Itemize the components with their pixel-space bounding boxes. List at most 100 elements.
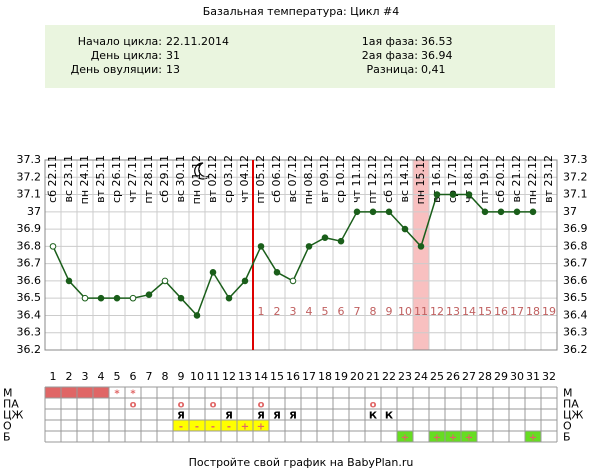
date-label: пт 19.12: [478, 155, 491, 204]
temperature-point: [225, 294, 233, 302]
x-tick-label: 10: [190, 370, 204, 383]
x-tick-label: 32: [542, 370, 556, 383]
date-label: пн 15.12: [414, 155, 427, 204]
table-mark: Я: [257, 411, 265, 422]
x-tick-label: 29: [494, 370, 508, 383]
table-mark: +: [433, 433, 441, 444]
y2-tick-label: 37: [563, 205, 577, 218]
date-label: сб 22.11: [46, 155, 59, 203]
temperature-point: [305, 243, 313, 250]
table-mark: К: [385, 411, 394, 422]
date-label: пт 12.12: [366, 155, 379, 204]
table-mark: o: [178, 400, 185, 411]
x-tick-label: 22: [382, 370, 396, 383]
temperature-point: [129, 294, 137, 302]
luteal-day: 19: [542, 305, 556, 318]
table-mark: o: [210, 400, 217, 411]
table-mark: К: [369, 411, 378, 422]
table-mark: -: [179, 422, 183, 433]
temperature-point: [273, 268, 281, 276]
table-mark: Я: [177, 411, 185, 422]
y2-tick-label: 36.7: [563, 257, 588, 270]
date-label: сб 20.12: [494, 155, 507, 203]
table-cell-fill: [461, 431, 477, 442]
table-mark: Я: [289, 411, 297, 422]
temperature-point: [337, 237, 345, 245]
date-label: ср 17.12: [446, 155, 459, 203]
luteal-day: 3: [290, 305, 297, 318]
date-label: пн 24.11: [78, 155, 91, 204]
table-cell-fill: [253, 420, 269, 431]
temperature-point: [241, 277, 249, 285]
date-label: вт 02.12: [206, 155, 219, 203]
y2-tick-label: 36.8: [563, 239, 588, 252]
row-label: Б: [3, 431, 11, 444]
phase-value: 36.53: [421, 35, 453, 48]
x-tick-label: 24: [414, 370, 428, 383]
table-mark: -: [211, 422, 215, 433]
date-label: вт 23.12: [542, 155, 555, 203]
temperature-point: [161, 277, 169, 285]
luteal-day: 9: [386, 305, 393, 318]
table-cell-fill: [173, 420, 189, 431]
x-tick-label: 7: [146, 370, 153, 383]
x-tick-label: 30: [510, 370, 524, 383]
info-value: 22.11.2014: [166, 35, 229, 48]
x-tick-label: 4: [98, 370, 105, 383]
y-tick-label: 37.2: [17, 170, 42, 183]
phase-label: 2ая фаза:: [362, 49, 418, 62]
table-cell-fill: [525, 431, 541, 442]
info-label: День овуляции:: [71, 63, 162, 76]
luteal-day: 2: [274, 305, 281, 318]
x-tick-label: 18: [318, 370, 332, 383]
y2-tick-label: 36.4: [563, 308, 588, 321]
row-label-right: ЦЖ: [563, 409, 584, 422]
luteal-day: 8: [370, 305, 377, 318]
table-mark: *: [114, 389, 120, 400]
temperature-point: [513, 208, 521, 216]
date-label: ср 10.12: [334, 155, 347, 203]
x-tick-label: 5: [114, 370, 121, 383]
date-label: пт 05.12: [254, 155, 267, 204]
x-tick-label: 6: [130, 370, 137, 383]
x-tick-label: 17: [302, 370, 316, 383]
row-label: ЦЖ: [3, 409, 24, 422]
date-label: ср 03.12: [222, 155, 235, 203]
table-mark: +: [449, 433, 457, 444]
temperature-point: [481, 208, 489, 216]
plot-border: [44, 159, 558, 351]
y2-tick-label: 37.3: [563, 153, 588, 166]
x-tick-label: 28: [478, 370, 492, 383]
temperature-point: [529, 208, 537, 216]
y-tick-label: 36.2: [17, 343, 42, 356]
y-tick-label: 36.8: [17, 239, 42, 252]
table-cell-fill: [77, 387, 93, 398]
x-tick-label: 14: [254, 370, 268, 383]
y-tick-label: 36.5: [17, 291, 42, 304]
x-tick-label: 12: [222, 370, 236, 383]
date-label: вс 23.11: [62, 155, 75, 203]
date-label: пн 01.12: [190, 155, 203, 204]
info-value: 13: [166, 63, 180, 76]
temperature-point: [113, 294, 121, 302]
temperature-point: [321, 234, 329, 242]
date-label: чт 11.12: [350, 155, 363, 203]
x-tick-label: 27: [462, 370, 476, 383]
luteal-day: 17: [510, 305, 524, 318]
x-tick-label: 3: [82, 370, 89, 383]
y-tick-label: 36.7: [17, 257, 42, 270]
date-label: пн 08.12: [302, 155, 315, 204]
luteal-day: 7: [354, 305, 361, 318]
temperature-point: [385, 208, 393, 216]
y2-tick-label: 36.9: [563, 222, 588, 235]
table-cell-fill: [93, 387, 109, 398]
table-cell-fill: [429, 431, 445, 442]
x-tick-label: 31: [526, 370, 540, 383]
luteal-day: 14: [462, 305, 476, 318]
phase-label: Разница:: [367, 63, 419, 76]
y2-tick-label: 37.2: [563, 170, 588, 183]
temperature-point: [177, 294, 185, 302]
y-tick-label: 37.3: [17, 153, 42, 166]
x-tick-label: 13: [238, 370, 252, 383]
